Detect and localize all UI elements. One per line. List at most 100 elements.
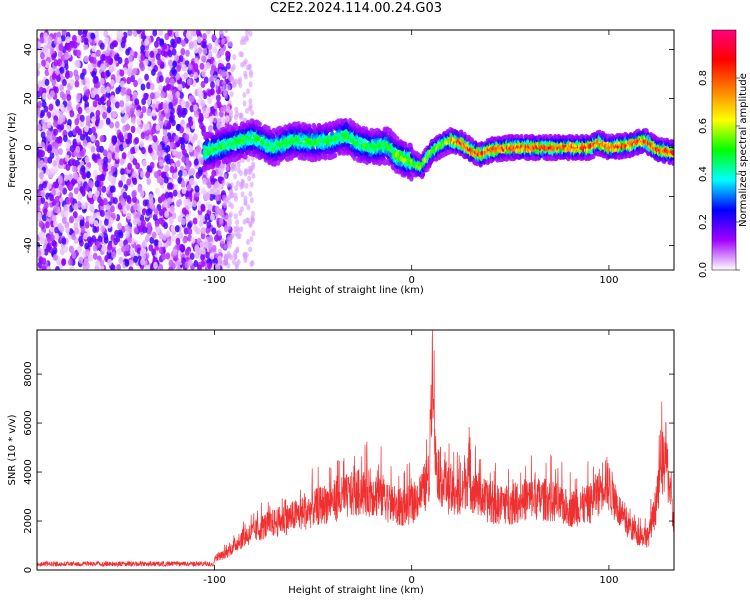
noise-cell bbox=[228, 113, 233, 120]
noise-cell bbox=[200, 203, 206, 211]
noise-cell bbox=[249, 181, 254, 188]
noise-cell bbox=[141, 219, 146, 227]
noise-cell bbox=[214, 110, 219, 117]
noise-cell bbox=[154, 171, 159, 179]
noise-cell bbox=[65, 141, 71, 150]
noise-cell bbox=[55, 266, 60, 270]
noise-cell bbox=[74, 227, 80, 235]
noise-cell bbox=[146, 222, 152, 230]
noise-cell bbox=[152, 30, 158, 37]
noise-cell bbox=[105, 117, 111, 125]
track-cell bbox=[409, 176, 414, 182]
noise-cell bbox=[181, 186, 187, 195]
noise-cell bbox=[144, 38, 149, 46]
noise-cell bbox=[51, 188, 57, 197]
noise-cell bbox=[207, 43, 213, 51]
noise-cell bbox=[43, 208, 48, 216]
noise-cell bbox=[78, 235, 84, 244]
noise-cell bbox=[208, 115, 214, 124]
noise-cell bbox=[239, 226, 244, 233]
noise-cell bbox=[88, 64, 94, 73]
noise-cell bbox=[196, 145, 201, 153]
noise-cell bbox=[136, 118, 142, 126]
noise-cell bbox=[52, 181, 58, 189]
noise-cell bbox=[55, 108, 61, 117]
noise-cell bbox=[149, 161, 155, 169]
noise-cell bbox=[185, 214, 191, 222]
noise-cell bbox=[85, 106, 91, 114]
noise-cell bbox=[210, 213, 215, 221]
noise-cell bbox=[84, 156, 90, 164]
noise-cell bbox=[195, 227, 201, 235]
noise-cell bbox=[155, 187, 160, 195]
noise-cell bbox=[177, 110, 183, 118]
noise-cell bbox=[200, 253, 205, 261]
noise-cell bbox=[79, 133, 85, 141]
noise-cell bbox=[82, 262, 87, 270]
noise-cell bbox=[120, 225, 126, 234]
noise-cell bbox=[203, 76, 209, 84]
noise-cell bbox=[89, 205, 95, 213]
noise-cell bbox=[158, 246, 164, 254]
noise-cell bbox=[193, 63, 199, 71]
noise-cell bbox=[176, 36, 182, 44]
noise-cell bbox=[211, 33, 217, 42]
noise-cell bbox=[55, 98, 61, 107]
noise-cell bbox=[229, 188, 234, 195]
noise-cell bbox=[125, 94, 131, 102]
noise-cell bbox=[243, 195, 248, 202]
noise-cell bbox=[249, 69, 254, 76]
noise-cell bbox=[197, 47, 203, 55]
noise-cell bbox=[145, 264, 151, 270]
noise-cell bbox=[60, 34, 66, 42]
noise-cell bbox=[179, 137, 185, 145]
noise-cell bbox=[40, 231, 46, 239]
noise-cell bbox=[193, 110, 199, 118]
noise-cell bbox=[183, 72, 189, 80]
noise-cell bbox=[227, 100, 232, 107]
noise-cell bbox=[220, 260, 225, 267]
noise-cell bbox=[43, 115, 49, 123]
noise-cell bbox=[103, 156, 109, 164]
noise-cell bbox=[142, 159, 147, 167]
noise-cell bbox=[243, 168, 248, 175]
noise-cell bbox=[101, 244, 107, 253]
noise-cell bbox=[184, 101, 190, 109]
noise-cell bbox=[250, 260, 255, 267]
noise-cell bbox=[225, 214, 230, 221]
noise-cell bbox=[79, 120, 85, 128]
noise-cell bbox=[207, 262, 212, 270]
noise-cell bbox=[193, 104, 198, 112]
noise-cell bbox=[248, 81, 253, 88]
noise-cell bbox=[189, 105, 195, 113]
noise-cell bbox=[222, 90, 227, 97]
noise-cell bbox=[210, 177, 216, 185]
noise-cell bbox=[64, 154, 70, 162]
noise-cell bbox=[209, 193, 214, 202]
noise-cell bbox=[171, 212, 177, 220]
noise-cell bbox=[176, 64, 181, 73]
noise-cell bbox=[91, 126, 96, 134]
noise-cell bbox=[137, 77, 143, 85]
noise-cell bbox=[58, 184, 64, 192]
noise-cell bbox=[95, 109, 101, 118]
noise-cell bbox=[220, 32, 225, 39]
noise-cell bbox=[111, 176, 117, 184]
noise-cell bbox=[102, 149, 108, 157]
noise-cell bbox=[152, 213, 158, 221]
noise-cell bbox=[76, 36, 82, 44]
noise-cell bbox=[251, 172, 256, 179]
noise-cell bbox=[100, 209, 105, 218]
noise-cell bbox=[181, 110, 186, 118]
noise-cell bbox=[120, 40, 126, 49]
noise-cell bbox=[204, 110, 209, 118]
noise-cell bbox=[246, 88, 251, 95]
noise-cell bbox=[38, 220, 44, 228]
noise-cell bbox=[47, 36, 53, 44]
noise-cell bbox=[129, 247, 134, 256]
noise-cell bbox=[113, 54, 119, 62]
noise-cell bbox=[201, 55, 207, 63]
noise-cell bbox=[79, 149, 85, 157]
noise-cell bbox=[125, 123, 130, 131]
noise-cell bbox=[65, 163, 71, 171]
